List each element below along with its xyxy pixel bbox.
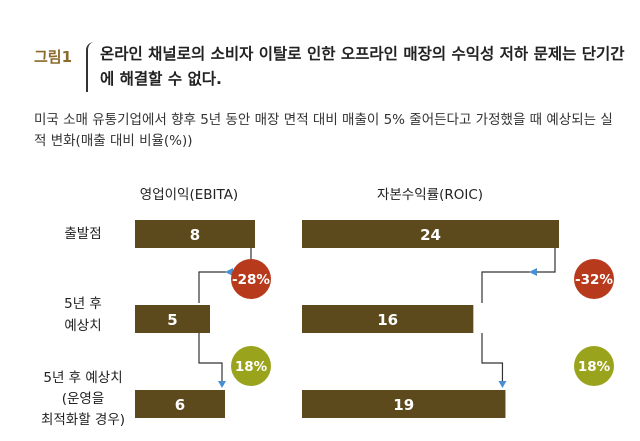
decrease-badge-label: -32% <box>575 272 613 288</box>
bar <box>302 390 506 418</box>
arrow-icon <box>218 381 226 388</box>
bar <box>302 305 474 333</box>
figure-label: 그림1 <box>34 48 73 66</box>
decrease-badge-label: -28% <box>232 272 270 288</box>
arrow-icon <box>529 268 537 276</box>
figure-subtitle: 미국 소매 유통기업에서 향후 5년 동안 매장 면적 대비 매출이 5% 줄어… <box>34 112 613 149</box>
row-label: (운영을 <box>62 391 105 407</box>
bar-value-label: 5 <box>167 311 177 329</box>
row-label: 예상치 <box>64 318 101 334</box>
bar-value-label: 8 <box>190 226 200 244</box>
bar <box>135 220 255 248</box>
row-label: 5년 후 <box>64 296 102 312</box>
bar-value-label: 16 <box>377 311 398 329</box>
increase-badge <box>574 346 614 386</box>
bar <box>135 390 225 418</box>
bar <box>302 220 559 248</box>
increase-badge <box>231 346 271 386</box>
figure-bracket <box>86 42 98 92</box>
figure-title: 온라인 채널로의 소비자 이탈로 인한 오프라인 매장의 수익성 저하 문제는 … <box>100 45 625 88</box>
bar-value-label: 6 <box>175 396 185 414</box>
decrease-badge <box>231 259 271 299</box>
decrease-badge <box>574 259 614 299</box>
row-label: 5년 후 예상치 <box>43 370 122 386</box>
connector-line <box>198 333 223 384</box>
chart-title: 자본수익률(ROIC) <box>377 187 483 203</box>
connector-line <box>481 248 556 303</box>
bar-value-label: 19 <box>393 396 414 414</box>
connector-line <box>481 333 504 384</box>
row-label: 출발점 <box>64 226 101 242</box>
bar <box>135 305 210 333</box>
arrow-icon <box>498 381 507 388</box>
chart-title: 영업이익(EBITA) <box>140 187 238 203</box>
row-label: 최적화할 경우) <box>41 412 125 428</box>
increase-badge-label: 18% <box>578 359 611 375</box>
bar-value-label: 24 <box>420 226 441 244</box>
arrow-icon <box>225 268 233 276</box>
increase-badge-label: 18% <box>235 359 268 375</box>
